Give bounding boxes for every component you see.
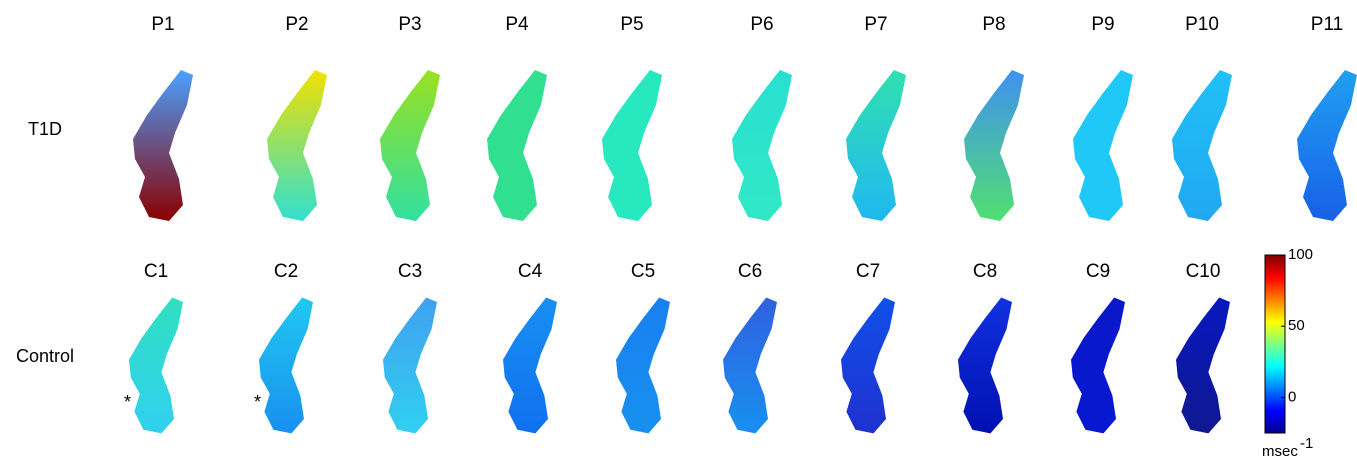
colorbar-tick-label: 0: [1288, 388, 1296, 405]
stomach-map: [723, 297, 777, 434]
stomach-map: [267, 70, 327, 221]
panel-label: P4: [505, 14, 529, 35]
stomach-map: [1172, 70, 1232, 221]
panel-label: P11: [1311, 14, 1343, 35]
panel-label: C3: [398, 261, 422, 282]
stomach-map: [503, 297, 557, 434]
panel-label: P2: [285, 14, 308, 35]
panel-label: P10: [1185, 14, 1219, 35]
row-label: Control: [16, 346, 74, 366]
stomach-map: [1176, 297, 1230, 434]
panel-label: C2: [274, 261, 298, 282]
colorbar-unit: msec: [1262, 443, 1298, 460]
stomach-map: [958, 297, 1012, 434]
panel-label: C6: [738, 261, 762, 282]
stomach-map: [841, 297, 895, 434]
panel-label: C9: [1086, 261, 1110, 282]
colorbar: [1264, 254, 1286, 434]
stomach-map: [383, 297, 437, 434]
panel-label: P5: [620, 14, 643, 35]
panel-label: P3: [398, 14, 421, 35]
colorbar-tick-label: 100: [1288, 246, 1313, 263]
panel-label: P1: [151, 14, 174, 35]
stomach-map: [259, 297, 313, 434]
stomach-map: [487, 70, 547, 221]
stomach-map: [732, 70, 792, 221]
stomach-map: [1073, 70, 1133, 221]
stomach-map: [616, 297, 670, 434]
stomach-map: [964, 70, 1024, 221]
marker: *: [254, 392, 261, 412]
panel-label: P6: [750, 14, 773, 35]
stomach-map: [1297, 70, 1357, 221]
panel-label: C8: [973, 261, 997, 282]
panel-label: C4: [518, 261, 543, 282]
row-label: T1D: [28, 119, 62, 139]
stomach-map: [380, 70, 440, 221]
stomach-map: [133, 70, 193, 221]
colorbar-tick-label: 50: [1288, 317, 1305, 334]
panel-label: P8: [982, 14, 1005, 35]
panel-label: P7: [864, 14, 887, 35]
panel-label: C1: [144, 261, 168, 282]
stomach-map: [846, 70, 906, 221]
panel-label: C7: [856, 261, 880, 282]
marker: *: [124, 392, 131, 412]
panel-label: C10: [1186, 261, 1221, 282]
panel-label: P9: [1091, 14, 1114, 35]
colorbar-unit-exponent: -1: [1300, 435, 1313, 452]
panel-label: C5: [631, 261, 655, 282]
stomach-map: [602, 70, 662, 221]
stomach-map: [129, 297, 183, 434]
stomach-map: [1071, 297, 1125, 434]
